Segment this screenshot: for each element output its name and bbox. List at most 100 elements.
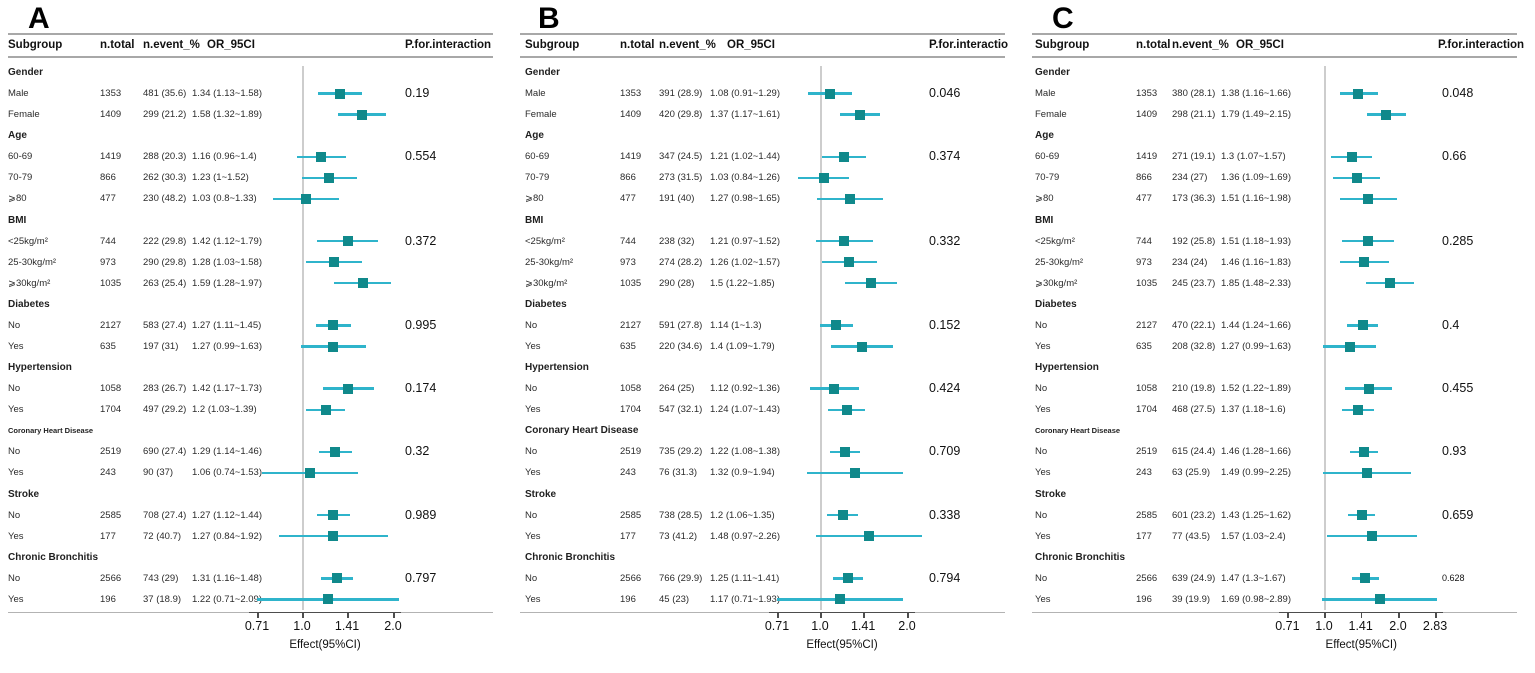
point-estimate-marker: [328, 320, 339, 331]
or-ci-value: 1.22 (1.08~1.38): [710, 446, 780, 458]
nevent-value: 299 (21.2): [143, 109, 187, 121]
nevent-value: 273 (31.5): [659, 172, 703, 184]
subgroup-label: Yes: [525, 404, 541, 416]
x-axis-tick: [1435, 613, 1437, 618]
point-estimate-marker: [343, 236, 354, 247]
point-estimate-marker: [316, 151, 327, 162]
point-estimate-marker: [849, 468, 860, 478]
subgroup-label: 60-69: [8, 151, 33, 163]
ntotal-value: 744: [100, 235, 116, 247]
subgroup-category-label: BMI: [1035, 214, 1054, 226]
p-interaction-value: 0.374: [929, 149, 961, 164]
subgroup-label: 70-79: [1035, 172, 1060, 184]
ntotal-value: 1058: [100, 383, 122, 395]
ntotal-value: 866: [620, 172, 636, 184]
subgroup-category-label: Gender: [8, 67, 44, 78]
x-axis-tick-label: 2.0: [384, 618, 402, 633]
or-ci-value: 1.59 (1.28~1.97): [192, 277, 262, 289]
ntotal-value: 1035: [100, 277, 122, 289]
or-ci-value: 1.22 (0.71~2.09): [192, 593, 262, 605]
nevent-value: 766 (29.9): [659, 572, 703, 584]
or-ci-value: 1.49 (0.99~2.25): [1221, 467, 1291, 479]
subgroup-label: Yes: [1035, 404, 1051, 416]
point-estimate-marker: [837, 510, 848, 521]
x-axis-title: Effect(95%CI): [289, 638, 361, 651]
ntotal-value: 2127: [620, 319, 642, 331]
top-rule: [1032, 33, 1517, 35]
nevent-value: 222 (29.8): [143, 235, 187, 247]
ntotal-value: 477: [100, 193, 116, 205]
ntotal-value: 243: [100, 467, 116, 479]
ntotal-value: 177: [1136, 530, 1152, 542]
or-ci-value: 1.51 (1.16~1.98): [1221, 193, 1291, 205]
or-ci-value: 1.25 (1.11~1.41): [710, 572, 780, 584]
nevent-value: 220 (34.6): [659, 341, 703, 352]
ntotal-value: 1419: [620, 151, 642, 163]
or-ci-value: 1.46 (1.28~1.66): [1221, 446, 1291, 458]
point-estimate-marker: [300, 194, 311, 204]
or-ci-value: 1.27 (0.98~1.65): [710, 193, 780, 205]
point-estimate-marker: [304, 468, 315, 478]
ntotal-value: 1704: [620, 404, 642, 416]
x-axis-tick-label: 2.0: [1389, 618, 1407, 633]
subgroup-label: 70-79: [525, 172, 550, 184]
column-header-or95ci: OR_95CI: [207, 39, 255, 51]
p-interaction-value: 0.332: [929, 233, 961, 248]
x-axis-line: [249, 611, 401, 613]
nevent-value: 615 (24.4): [1172, 446, 1216, 458]
ntotal-value: 1419: [1136, 151, 1158, 163]
or-ci-value: 1.43 (1.25~1.62): [1221, 509, 1291, 521]
x-axis-tick: [393, 613, 395, 618]
or-ci-value: 1.57 (1.03~2.4): [1221, 530, 1286, 542]
point-estimate-marker: [831, 320, 842, 331]
or-ci-value: 1.28 (1.03~1.58): [192, 256, 262, 268]
subgroup-category-label: Hypertension: [525, 362, 589, 374]
nevent-value: 639 (24.9): [1172, 572, 1216, 584]
x-axis-tick: [777, 613, 779, 618]
ntotal-value: 1058: [620, 383, 642, 395]
x-axis-tick-label: 1.41: [850, 618, 876, 633]
x-axis-tick-label: 1.41: [334, 618, 360, 633]
point-estimate-marker: [864, 531, 875, 542]
nevent-value: 45 (23): [659, 593, 690, 605]
p-interaction-value: 0.372: [405, 233, 437, 248]
subgroup-label: Yes: [525, 593, 541, 605]
column-header-or95ci: OR_95CI: [727, 39, 775, 51]
ntotal-value: 635: [620, 341, 636, 352]
subgroup-label: No: [1035, 319, 1048, 331]
subgroup-label: ⩾30kg/m²: [8, 277, 51, 289]
x-axis-line: [769, 611, 915, 613]
x-axis-title: Effect(95%CI): [1325, 638, 1397, 651]
p-interaction-value: 0.797: [405, 570, 437, 585]
subgroup-label: Yes: [1035, 467, 1051, 479]
bottom-rule: [1032, 611, 1517, 613]
point-estimate-marker: [357, 278, 368, 289]
subgroup-label: No: [1035, 572, 1048, 584]
subgroup-category-label: Stroke: [8, 488, 40, 500]
point-estimate-marker: [834, 594, 845, 605]
x-axis-tick: [347, 613, 349, 618]
p-interaction-value: 0.93: [1442, 444, 1467, 459]
or-ci-value: 1.06 (0.74~1.53): [192, 467, 262, 479]
point-estimate-marker: [1352, 404, 1363, 415]
or-ci-value: 1.46 (1.16~1.83): [1221, 256, 1291, 268]
subgroup-label: Yes: [8, 593, 24, 605]
subgroup-label: No: [8, 572, 21, 584]
nevent-value: 263 (25.4): [143, 277, 187, 289]
subgroup-category-label: BMI: [525, 214, 544, 226]
or-ci-value: 1.37 (1.18~1.6): [1221, 404, 1286, 416]
nevent-value: 391 (28.9): [659, 88, 703, 100]
subgroup-label: Female: [8, 109, 40, 121]
ntotal-value: 1353: [620, 88, 642, 100]
x-axis-tick-label: 2.0: [898, 618, 916, 633]
subgroup-category-label: Hypertension: [1035, 362, 1099, 374]
ntotal-value: 177: [620, 530, 636, 542]
point-estimate-marker: [1362, 194, 1373, 204]
column-header-subgroup: Subgroup: [8, 39, 63, 51]
x-axis-tick: [907, 613, 909, 618]
x-axis-tick-label: 0.71: [764, 618, 790, 633]
point-estimate-marker: [824, 88, 835, 99]
reference-line-1: [302, 66, 304, 610]
forest-panel: A Subgroup n.total n.event_% OR_95CI P.for.in…: [0, 0, 512, 673]
